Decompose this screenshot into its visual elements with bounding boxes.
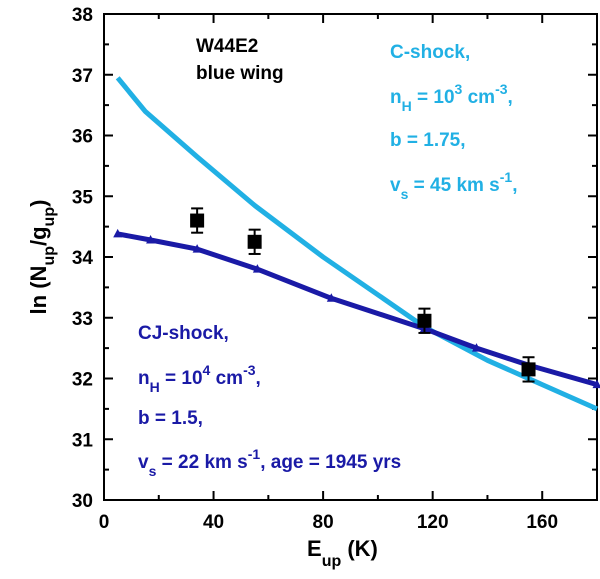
y-tick-label: 30 [72, 491, 93, 512]
cjshock-marker [326, 293, 336, 302]
y-tick-label: 31 [72, 430, 94, 451]
observed-point [521, 356, 536, 383]
y-tick-label: 34 [72, 248, 94, 269]
cjshock-marker [471, 343, 481, 352]
x-tick-label: 40 [203, 512, 224, 533]
observed-marker [247, 234, 262, 249]
axis-ticks [103, 13, 598, 501]
y-tick-label: 32 [72, 370, 93, 391]
cjshock-marker [146, 234, 156, 244]
observed-marker [521, 362, 536, 377]
y-tick-label: 38 [72, 5, 93, 26]
cjshock-marker [113, 228, 123, 238]
y-tick-label: 37 [72, 66, 93, 87]
observed-point [417, 307, 432, 334]
x-tick-label: 120 [417, 512, 449, 533]
y-tick-label: 36 [72, 127, 93, 148]
series-layer [113, 76, 600, 412]
cjshock-marker [592, 379, 600, 389]
y-tick-label: 35 [72, 187, 94, 208]
source-label-line1: W44E2 [196, 36, 258, 57]
cshock-velocity: vs = 45 km s-1, [390, 169, 517, 202]
observed-marker [417, 313, 432, 328]
cshock-line [115, 76, 599, 412]
observed-marker [190, 213, 205, 228]
cjshock-title: CJ-shock, [138, 323, 229, 344]
cjshock-velocity: vs = 22 km s-1, age = 1945 yrs [138, 446, 401, 479]
x-tick-labels: 0 40 80 120 160 [99, 512, 558, 533]
y-tick-labels: 30 31 32 33 34 35 36 37 38 [72, 5, 94, 512]
cshock-density: nH = 103 cm-3, [390, 81, 513, 114]
cjshock-marker [252, 264, 262, 273]
y-axis-title: ln (Nup/gup) [26, 200, 58, 315]
observed-point [247, 228, 262, 255]
cjshock-marker [192, 244, 202, 253]
x-tick-label: 0 [99, 512, 110, 533]
observed-points [190, 207, 536, 383]
cjshock-b: b = 1.5, [138, 408, 203, 429]
cjshock-line [117, 231, 598, 388]
source-label-line2: blue wing [196, 63, 284, 84]
x-tick-label: 160 [526, 512, 558, 533]
observed-point [190, 207, 205, 234]
x-tick-label: 80 [313, 512, 334, 533]
x-axis-title: Eup (K) [307, 536, 378, 570]
cjshock-density: nH = 104 cm-3, [138, 362, 261, 395]
y-tick-label: 33 [72, 309, 93, 330]
cshock-b: b = 1.75, [390, 130, 466, 151]
cshock-title: C-shock, [390, 42, 470, 63]
